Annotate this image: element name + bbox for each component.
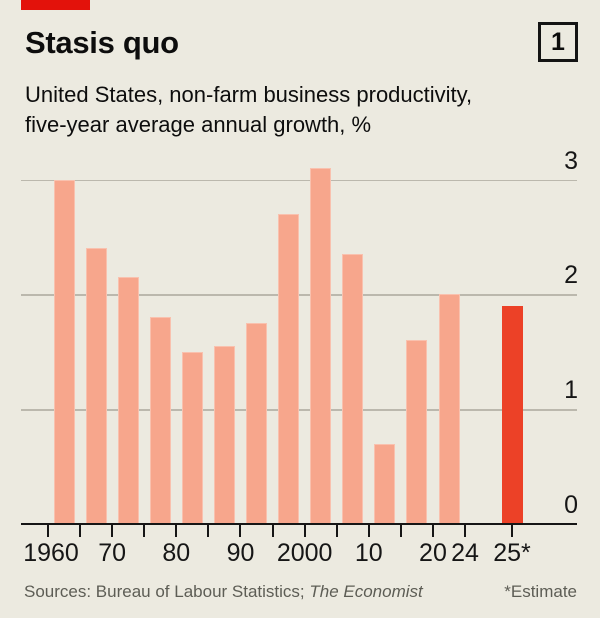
x-tick: [367, 525, 370, 537]
y-axis-label: 3: [564, 146, 578, 175]
bar-1995-99: [278, 214, 300, 524]
x-tick: [143, 525, 146, 537]
y-axis-label: 0: [564, 491, 578, 519]
bar-estimate-2025: [501, 305, 523, 524]
gridline-3: [21, 179, 577, 182]
bar-2020-24: [438, 294, 460, 524]
bar-1975-79: [149, 317, 171, 524]
x-tick: [207, 525, 210, 537]
x-tick: [79, 525, 82, 537]
x-tick-estimate: [511, 525, 513, 537]
x-tick: [303, 525, 306, 537]
estimate-note: *Estimate: [504, 582, 577, 601]
x-tick: [399, 525, 402, 537]
x-axis-label: 80: [162, 539, 191, 567]
x-tick: [175, 525, 178, 537]
x-axis-label: 2000: [276, 539, 333, 567]
bar-1990-94: [246, 323, 268, 524]
x-axis-label: 1960: [23, 539, 79, 567]
x-axis-label: 70: [98, 539, 127, 567]
x-axis-line: [21, 522, 577, 525]
x-tick: [335, 525, 338, 537]
bar-1985-89: [213, 346, 235, 524]
x-tick: [239, 525, 242, 537]
figure-number-box: 1: [538, 22, 578, 62]
chart-subtitle-line1: United States, non-farm business product…: [25, 82, 473, 107]
x-axis-label: 90: [226, 539, 255, 567]
chart-subtitle: United States, non-farm business product…: [25, 80, 472, 140]
bar-2010-14: [374, 443, 396, 524]
chart-title: Stasis quo: [25, 25, 179, 60]
x-tick: [271, 525, 274, 537]
x-axis-label: 20: [419, 539, 447, 567]
x-axis-label: 25*: [493, 539, 531, 567]
bar-2005-09: [342, 254, 364, 524]
figure-number: 1: [551, 27, 565, 56]
sources-note: Sources: Bureau of Labour Statistics; Th…: [24, 582, 423, 601]
x-tick: [47, 525, 49, 537]
x-tick: [111, 525, 114, 537]
bar-1965-69: [85, 248, 107, 524]
y-axis-label: 2: [564, 261, 578, 290]
y-axis-label: 1: [564, 376, 578, 405]
bar-1960-64: [53, 179, 75, 524]
bar-2000-04: [310, 168, 332, 524]
red-tag: [21, 0, 90, 10]
x-tick: [464, 525, 467, 537]
chart-subtitle-line2: five-year average annual growth, %: [25, 112, 372, 137]
x-axis-label: 24: [451, 539, 479, 567]
bar-2015-19: [406, 340, 428, 524]
sources-economist: The Economist: [309, 582, 423, 601]
bar-1970-74: [117, 277, 139, 524]
x-tick: [431, 525, 434, 537]
x-axis-label: 10: [354, 539, 383, 567]
bar-1980-84: [181, 351, 203, 524]
chart-footer: Sources: Bureau of Labour Statistics; Th…: [24, 582, 577, 602]
